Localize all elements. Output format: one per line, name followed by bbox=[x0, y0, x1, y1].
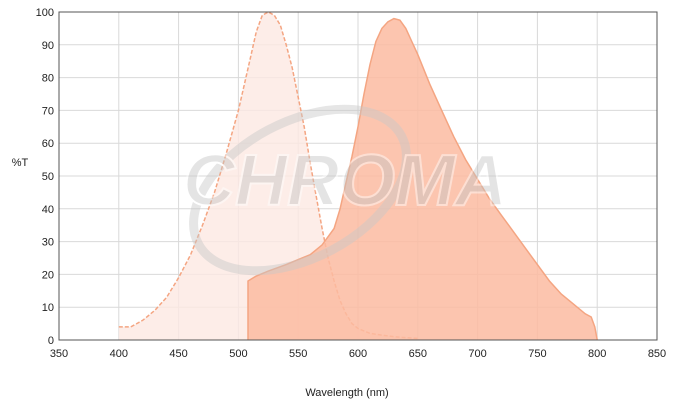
y-tick-label-2: 20 bbox=[42, 269, 54, 281]
x-axis-ticks: 350 400 450 500 550 600 650 700 750 800 850 bbox=[50, 348, 666, 360]
y-tick-label-1: 10 bbox=[42, 302, 54, 314]
y-tick-label-0: 0 bbox=[48, 335, 54, 347]
y-tick-label-6: 60 bbox=[42, 138, 54, 150]
series-0-area bbox=[118, 12, 418, 340]
x-tick-label-1: 400 bbox=[110, 348, 128, 360]
series-1-line bbox=[247, 17, 598, 340]
x-tick-label-10: 850 bbox=[648, 348, 666, 360]
x-tick-label-7: 700 bbox=[468, 348, 486, 360]
watermark-text: CHROMA bbox=[183, 141, 507, 221]
y-axis-ticks: 0 10 20 30 40 50 60 70 80 90 100 bbox=[36, 7, 54, 347]
x-tick-label-4: 550 bbox=[289, 348, 307, 360]
y-tick-label-9: 90 bbox=[42, 40, 54, 52]
y-tick-label-3: 30 bbox=[42, 237, 54, 249]
x-axis-title: Wavelength (nm) bbox=[305, 387, 388, 399]
x-tick-label-2: 450 bbox=[169, 348, 187, 360]
x-tick-label-8: 750 bbox=[528, 348, 546, 360]
x-tick-label-0: 350 bbox=[50, 348, 68, 360]
y-tick-label-7: 70 bbox=[42, 105, 54, 117]
watermark-swoosh bbox=[189, 104, 411, 276]
series-layer bbox=[118, 12, 598, 340]
plot-border bbox=[58, 11, 658, 341]
y-tick-label-5: 50 bbox=[42, 171, 54, 183]
series-1-area bbox=[248, 18, 598, 340]
x-tick-label-6: 650 bbox=[409, 348, 427, 360]
y-tick-label-4: 40 bbox=[42, 204, 54, 216]
x-tick-label-5: 600 bbox=[349, 348, 367, 360]
y-tick-label-10: 100 bbox=[36, 7, 54, 19]
y-tick-label-8: 80 bbox=[42, 73, 54, 85]
watermark: CHROMA bbox=[182, 104, 508, 276]
y-axis-title: %T bbox=[12, 157, 29, 169]
x-tick-label-9: 800 bbox=[588, 348, 606, 360]
x-tick-label-3: 500 bbox=[229, 348, 247, 360]
